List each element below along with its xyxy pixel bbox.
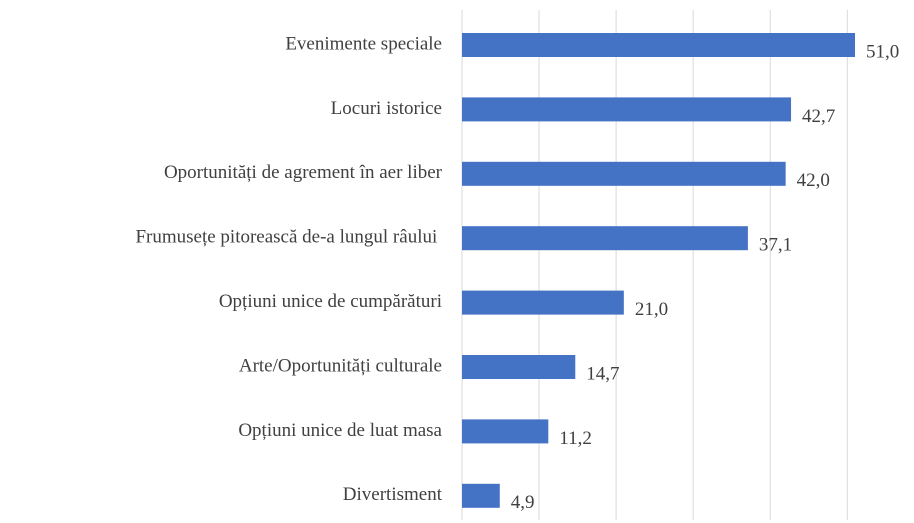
value-label: 51,0: [866, 41, 899, 62]
value-label: 37,1: [759, 235, 792, 256]
category-label: Divertisment: [343, 484, 443, 505]
category-label: Evenimente speciale: [285, 33, 442, 54]
value-label: 21,0: [635, 299, 668, 320]
bar: [462, 97, 792, 122]
bar: [462, 355, 576, 379]
bar: [462, 419, 549, 444]
bar: [462, 483, 500, 508]
category-label: Opțiuni unice de luat masa: [238, 420, 442, 441]
bar: [462, 226, 748, 251]
category-label: Arte/Oportunități culturale: [239, 355, 442, 376]
value-label: 11,2: [559, 428, 592, 449]
value-label: 42,7: [802, 106, 835, 127]
category-label: Oportunități de agrement în aer liber: [164, 162, 443, 183]
category-label: Frumusețe pitorească de-a lungul râului: [135, 227, 442, 248]
bar: [462, 290, 624, 315]
value-label: 4,9: [511, 492, 535, 513]
value-label: 42,0: [797, 170, 830, 191]
category-label: Opțiuni unice de cumpărături: [219, 291, 442, 312]
bar: [462, 161, 786, 186]
category-label: Locuri istorice: [331, 98, 442, 119]
value-label: 14,7: [586, 363, 619, 384]
bar: [462, 33, 856, 57]
